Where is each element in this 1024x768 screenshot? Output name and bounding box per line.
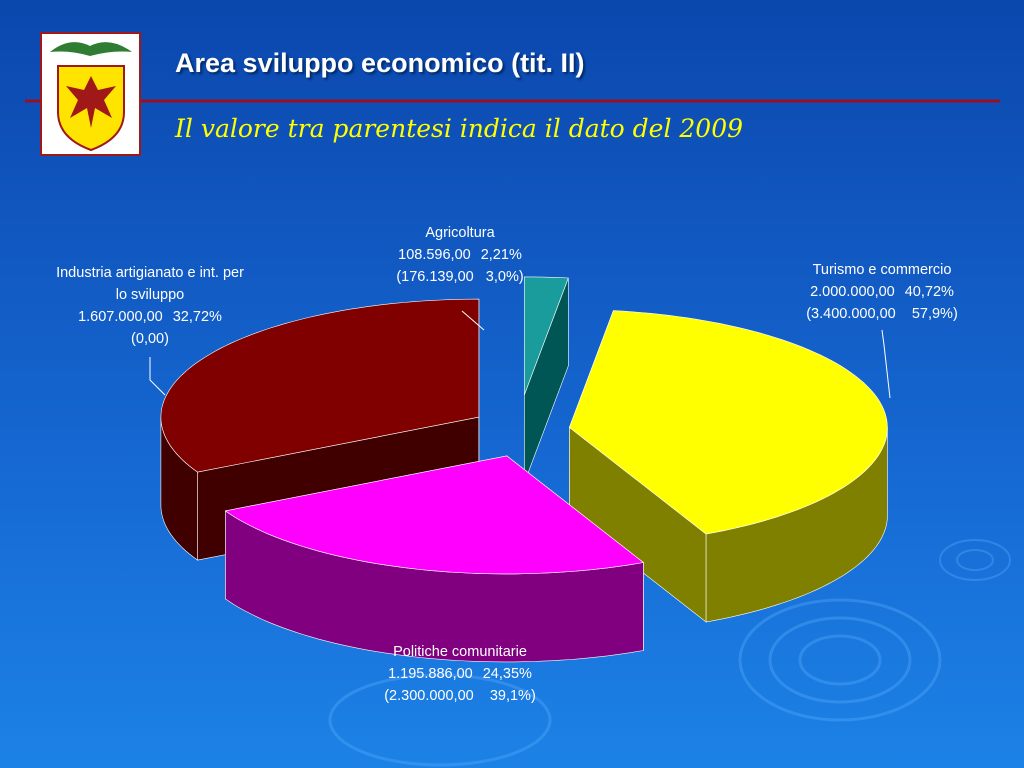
label-percent: 2,21%: [480, 247, 522, 263]
label-values: 1.607.000,00 32,72%: [55, 306, 245, 328]
label-values: 2.000.000,00 40,72%: [782, 281, 982, 303]
leader-lines: [149, 310, 891, 399]
label-percent: 32,72%: [172, 309, 222, 325]
label-previous: (3.400.000,00 57,9%): [806, 306, 958, 322]
label-percent: 40,72%: [904, 284, 954, 300]
slice: [160, 298, 480, 473]
label-category: Agricoltura: [425, 225, 495, 241]
label-previous: (2.300.000,00 39,1%): [384, 688, 536, 704]
slice: [523, 276, 569, 396]
label-amount: 1.195.886,00: [388, 666, 473, 682]
label-amount: 2.000.000,00: [810, 284, 895, 300]
label-previous: (176.139,00 3,0%): [396, 269, 524, 285]
label-category: Turismo e commercio: [812, 262, 952, 278]
slice: [569, 310, 888, 535]
label-amount: 108.596,00: [398, 247, 471, 263]
label-category: Politiche comunitarie: [393, 644, 527, 660]
data-label: Agricoltura 108.596,00 2,21% (176.139,00 3,…: [360, 222, 560, 288]
logo: [40, 32, 141, 156]
data-label: Industria artigianato e int. per lo svil…: [55, 262, 245, 350]
slice: [224, 455, 645, 575]
pie: [160, 276, 888, 663]
ripples: [328, 539, 1011, 767]
data-label: Politiche comunitarie 1.195.886,00 24,35% (…: [350, 641, 570, 707]
label-amount: 1.607.000,00: [78, 309, 163, 325]
label-values: 108.596,00 2,21%: [360, 244, 560, 266]
slide-subtitle: Il valore tra parentesi indica il dato d…: [175, 114, 744, 143]
slide-title: Area sviluppo economico (tit. II): [175, 48, 585, 78]
label-previous: (0,00): [131, 331, 169, 347]
label-values: 1.195.886,00 24,35%: [350, 663, 570, 685]
label-percent: 24,35%: [482, 666, 532, 682]
label-category: Industria artigianato e int. per lo svil…: [56, 265, 244, 303]
data-label: Turismo e commercio 2.000.000,00 40,72% (3.…: [782, 259, 982, 325]
